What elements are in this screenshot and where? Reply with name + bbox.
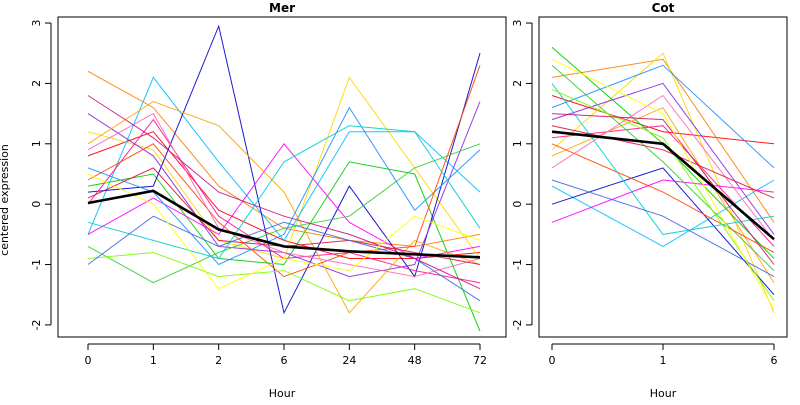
mer-gene-series-line: [87, 251, 481, 314]
cot-x-tick-label: 6: [771, 354, 778, 367]
cot-y-tick-label: 1: [511, 140, 524, 147]
mer-y-tick-label: -1: [30, 259, 43, 270]
mer-y-tick-label: -2: [30, 319, 43, 330]
mer-gene-series-line: [87, 76, 481, 260]
cot-title: Cot: [652, 1, 675, 15]
cot-panel: Cot 0 1 6 -2 -1 0 1 2 3 Hour: [511, 1, 788, 400]
cot-mean-series-line: [551, 130, 775, 241]
cot-axes: 0 1 6 -2 -1 0 1 2 3: [511, 20, 778, 367]
mer-series-group: [87, 24, 481, 332]
cot-y-tick-label: 0: [511, 201, 524, 208]
mer-x-tick-label: 6: [281, 354, 288, 367]
mer-gene-series-line: [87, 65, 481, 278]
cot-gene-series-line: [551, 94, 775, 241]
cot-gene-series-line: [551, 46, 775, 259]
mer-plot-box: [57, 16, 507, 338]
mer-x-tick-label: 1: [150, 354, 157, 367]
mer-y-tick-label: 2: [30, 80, 43, 87]
cot-x-tick-label: 0: [549, 354, 556, 367]
cot-gene-series-line: [551, 58, 775, 311]
mer-y-tick-label: 0: [30, 201, 43, 208]
cot-gene-series-line: [551, 58, 775, 223]
cot-gene-series-line: [551, 113, 775, 265]
mer-gene-series-line: [87, 100, 481, 314]
cot-gene-series-line: [551, 167, 775, 296]
cot-gene-series-line: [551, 179, 775, 247]
cot-gene-series-line: [551, 179, 775, 278]
cot-x-tick-label: 1: [660, 354, 667, 367]
mer-title: Mer: [269, 1, 295, 15]
mer-x-tick-label: 2: [215, 354, 222, 367]
mer-x-tick-label: 24: [342, 354, 356, 367]
cot-x-axis-title: Hour: [650, 387, 677, 400]
mer-gene-series-line: [87, 70, 481, 247]
mer-panel: Mer 0 1 2 6 24 48 72 -2 -1 0 1 2 3 Hour: [30, 1, 507, 400]
cot-gene-series-line: [551, 143, 775, 253]
cot-gene-series-line: [551, 82, 775, 235]
cot-y-tick-label: -1: [511, 259, 524, 270]
y-axis-title: centered expression: [0, 144, 11, 256]
mer-gene-series-line: [87, 112, 481, 278]
mer-x-tick-label: 72: [473, 354, 487, 367]
mer-gene-series-line: [87, 125, 481, 260]
cot-y-tick-label: 2: [511, 80, 524, 87]
mer-gene-series-line: [87, 173, 481, 290]
cot-gene-series-line: [551, 89, 775, 302]
mer-gene-series-line: [87, 143, 481, 284]
cot-gene-series-line: [551, 179, 775, 223]
cot-series-group: [551, 46, 775, 313]
mer-mean-series-line: [87, 189, 481, 259]
mer-gene-series-line: [87, 95, 481, 290]
mer-y-tick-label: 3: [30, 20, 43, 27]
cot-gene-series-line: [551, 64, 775, 271]
mer-x-tick-label: 0: [85, 354, 92, 367]
mer-gene-series-line: [87, 24, 481, 315]
cot-plot-box: [538, 16, 788, 338]
cot-y-tick-label: 3: [511, 20, 524, 27]
cot-y-tick-label: -2: [511, 319, 524, 330]
mer-y-tick-label: 1: [30, 140, 43, 147]
mer-x-axis-title: Hour: [269, 387, 296, 400]
mer-gene-series-line: [87, 161, 481, 332]
cot-gene-series-line: [551, 125, 775, 199]
cot-gene-series-line: [551, 106, 775, 283]
cot-gene-series-line: [551, 64, 775, 169]
mer-axes: 0 1 2 6 24 48 72 -2 -1 0 1 2 3: [30, 20, 487, 367]
cot-gene-series-line: [551, 52, 775, 313]
mer-x-tick-label: 48: [408, 354, 422, 367]
